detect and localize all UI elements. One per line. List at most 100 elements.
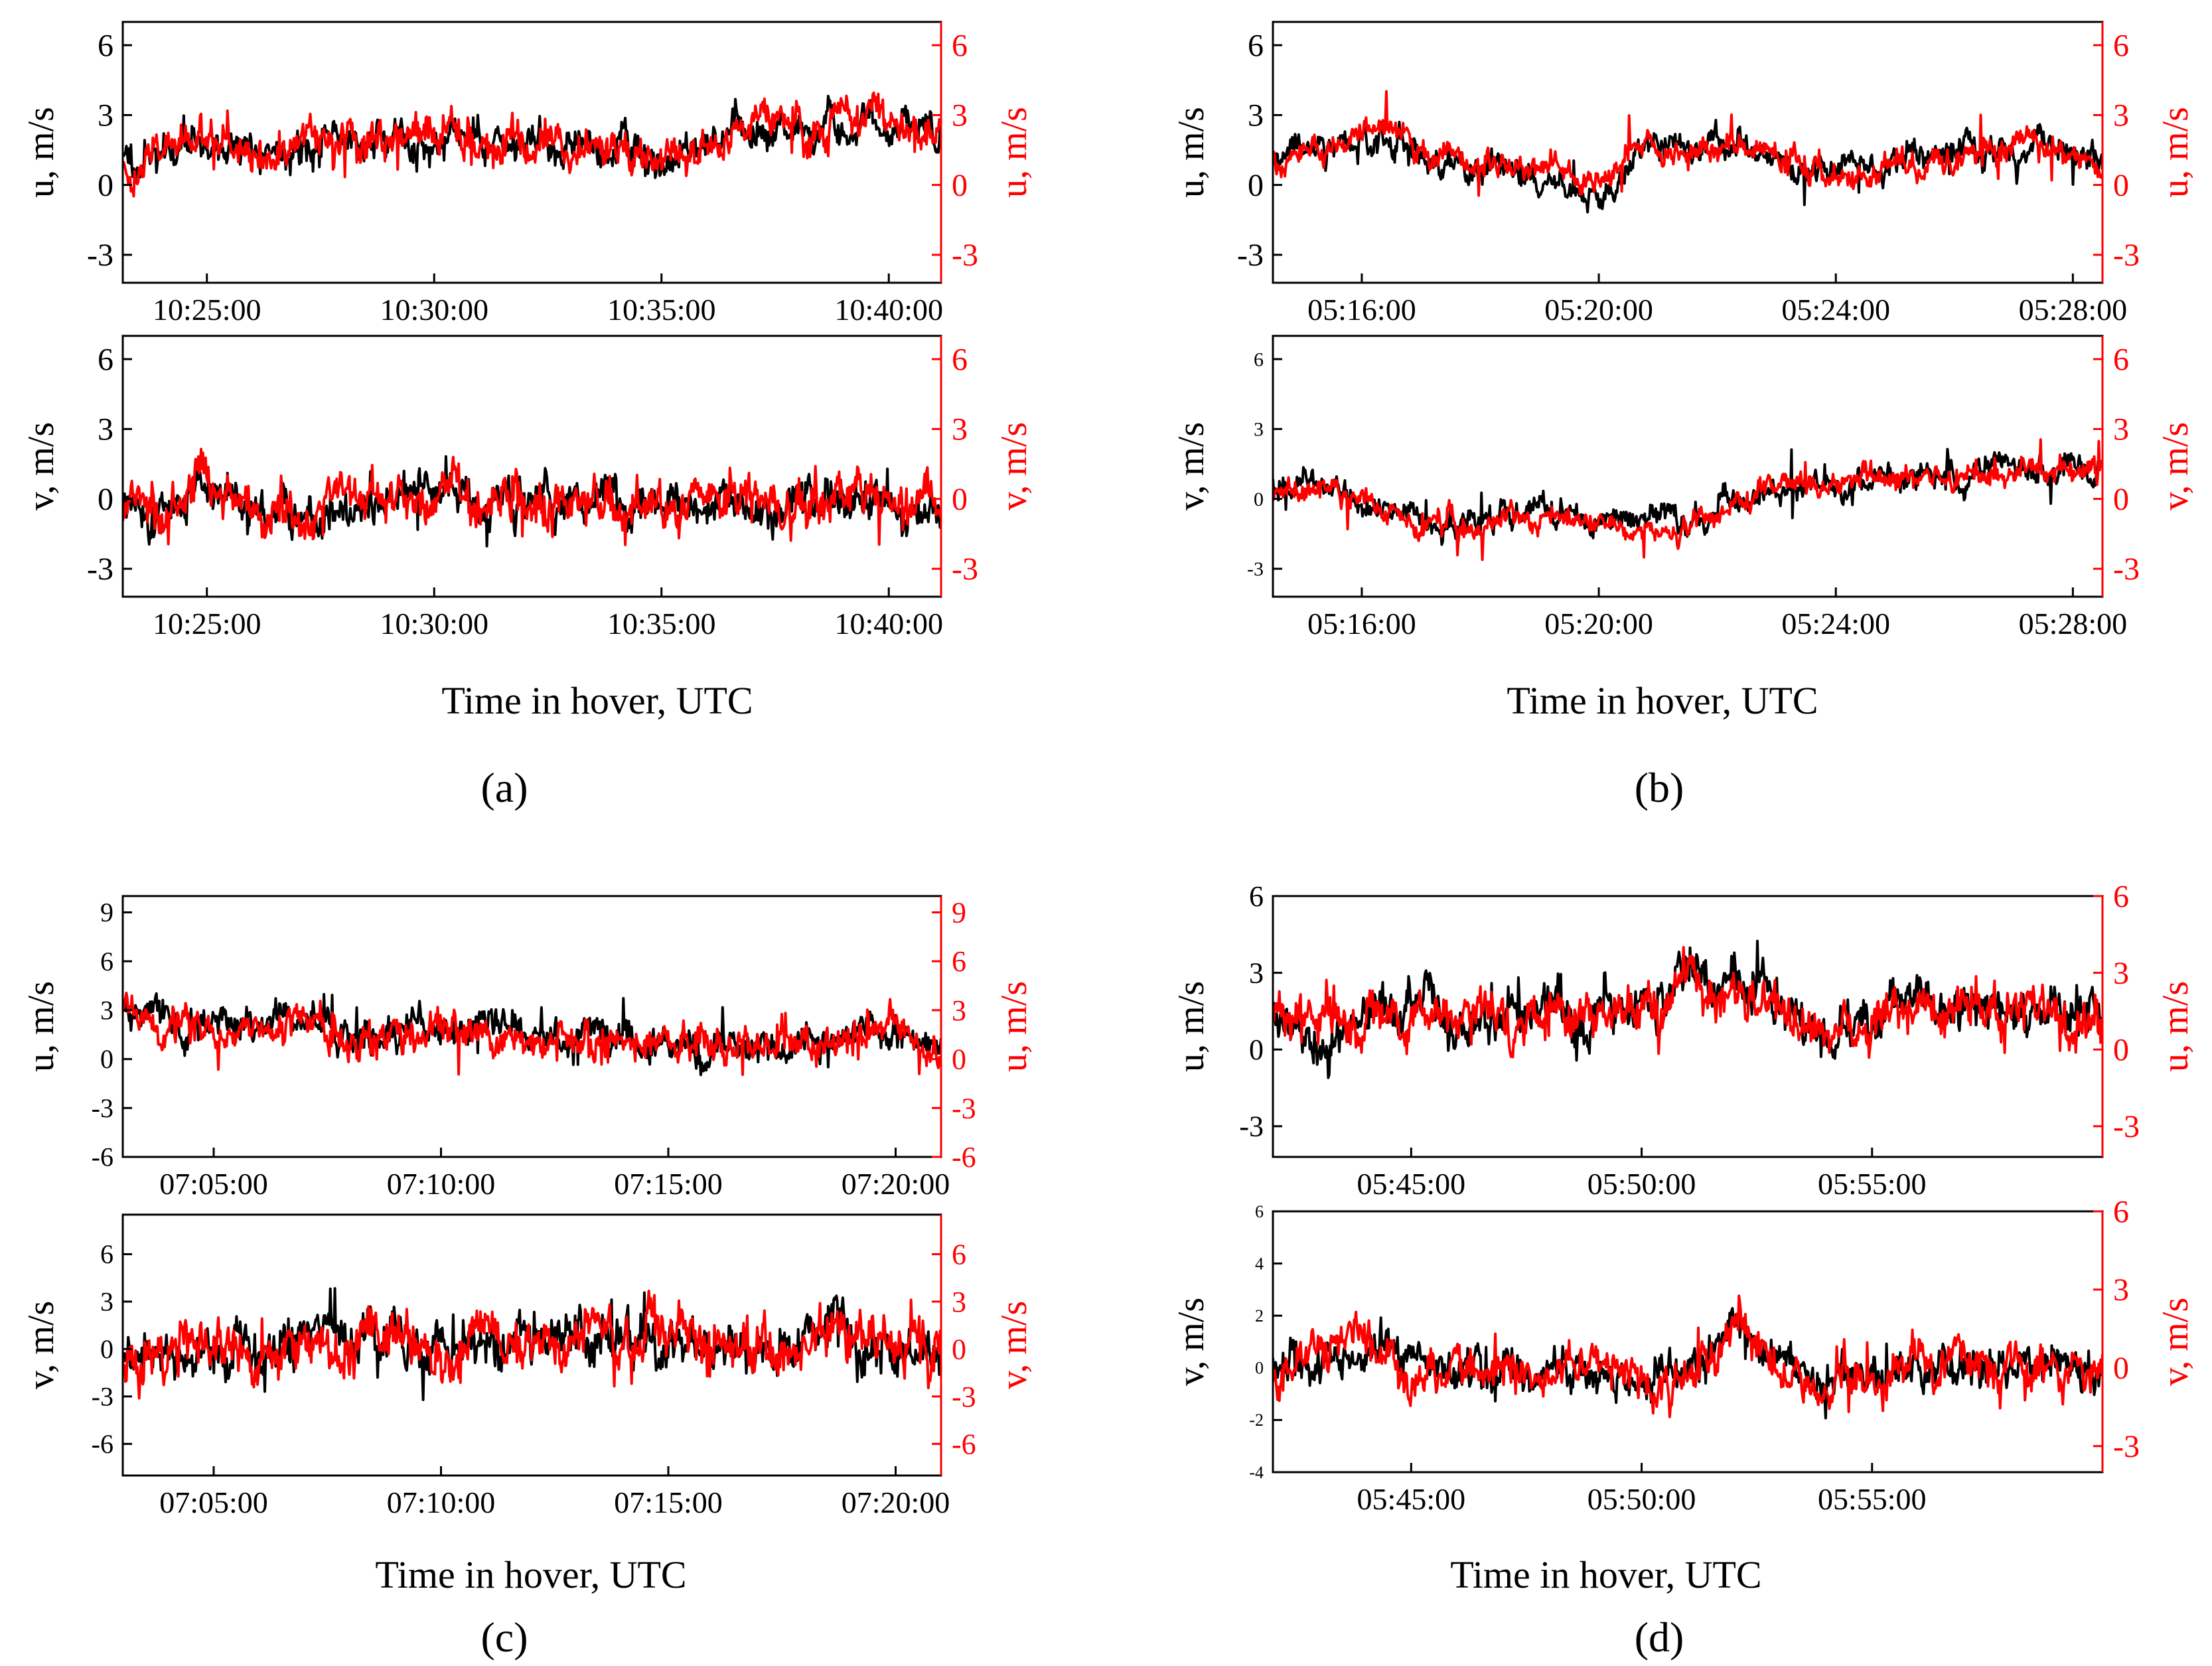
x-tick-label: 07:05:00 [159, 1167, 268, 1201]
y-tick-label-left: -3 [1237, 238, 1264, 273]
x-tick-label: 05:24:00 [1781, 607, 1890, 641]
y-tick-label-right: -3 [2113, 238, 2140, 273]
y-tick-label-right: -3 [952, 1092, 976, 1124]
series-line-red [123, 447, 941, 546]
series-line-red [1273, 90, 2102, 197]
x-tick-label: 05:50:00 [1587, 1167, 1696, 1201]
y-axis-label-right: v, m/s [2155, 1298, 2196, 1386]
y-axis-label-left: u, m/s [21, 107, 62, 198]
x-tick-label: 07:15:00 [614, 1485, 723, 1519]
x-tick-label: 05:45:00 [1357, 1167, 1466, 1201]
y-tick-label-right: -3 [2113, 552, 2140, 587]
y-axis-label-left: v, m/s [1171, 1298, 1212, 1386]
y-tick-label-right: 3 [952, 994, 966, 1027]
y-tick-label-right: -3 [952, 238, 978, 273]
y-tick-label-left: -3 [92, 1382, 113, 1412]
panel-b: -3 0 3 6 -3 0 3 6 05:16:00 05:20:00 05:24:00 05:28:… [1171, 21, 2196, 811]
panel-label-a: (a) [480, 764, 528, 811]
series-line-red [123, 992, 941, 1077]
y-axis-label-left: v, m/s [21, 422, 62, 510]
y-tick-label-left: 6 [1255, 1202, 1264, 1221]
y-tick-label-left: 6 [1249, 880, 1264, 913]
x-tick-label: 05:24:00 [1781, 293, 1890, 327]
panel-label-d: (d) [1635, 1614, 1684, 1661]
y-tick-label-right: 3 [952, 1286, 966, 1318]
y-tick-label-left: 3 [98, 412, 113, 447]
y-tick-label-right: 6 [952, 945, 966, 978]
y-tick-label-left: 6 [1254, 348, 1264, 370]
x-axis-title-a: Time in hover, UTC [441, 679, 753, 722]
y-tick-label-left: 6 [100, 947, 113, 976]
x-axis-title-d: Time in hover, UTC [1450, 1553, 1761, 1596]
y-tick-label-right: 3 [952, 98, 968, 133]
series-line-red [1273, 1294, 2102, 1418]
x-tick-label: 10:35:00 [607, 293, 716, 327]
plot-d-u: -3 0 3 6 -3 0 3 6 05:45:00 05:50:00 05:55:00 u, m/s… [1171, 879, 2196, 1201]
plot-c-v: -6 -3 0 3 6 -6 -3 0 3 6 07:05:00 07:10:00 07:15:00 07… [21, 1213, 1035, 1519]
x-tick-label: 05:28:00 [2019, 293, 2128, 327]
y-tick-label-left: -4 [1249, 1463, 1264, 1482]
y-axis-label-right: u, m/s [994, 981, 1035, 1072]
y-tick-label-right: 6 [2113, 1194, 2129, 1229]
y-tick-label-left: 3 [100, 996, 113, 1025]
plot-a-u: -3 0 3 6 -3 0 3 6 10:25:00 10:30:00 10:35:00 10:40:… [21, 21, 1035, 327]
x-tick-label: 07:20:00 [842, 1485, 950, 1519]
y-tick-label-left: -6 [92, 1429, 113, 1459]
y-tick-label-right: 0 [952, 168, 968, 203]
y-tick-label-left: 0 [1254, 489, 1264, 510]
y-axis-label-right: u, m/s [994, 107, 1035, 198]
y-tick-label-left: 0 [98, 168, 113, 203]
panel-c: -6 -3 0 3 6 9 -6 -3 0 3 6 9 07:05:00 07:10:00 07:15:00… [21, 895, 1035, 1661]
series-line-red [1273, 946, 2102, 1059]
y-tick-label-right: 9 [952, 897, 966, 929]
y-tick-label-left: 2 [1255, 1306, 1264, 1325]
y-tick-label-left: -3 [87, 552, 113, 587]
y-tick-label-right: 6 [952, 342, 968, 377]
y-tick-label-left: 9 [100, 897, 113, 927]
plot-d-v: -4 -2 0 2 4 6 -3 0 3 6 05:45:00 05:50:00 05:55:00 v, … [1171, 1194, 2196, 1516]
panel-label-b: (b) [1635, 764, 1684, 811]
y-tick-label-right: 6 [2113, 879, 2129, 914]
x-tick-label: 10:30:00 [380, 607, 488, 641]
y-tick-label-right: -3 [952, 1381, 976, 1413]
y-tick-label-right: -6 [952, 1428, 976, 1460]
y-tick-label-left: 3 [1254, 419, 1264, 441]
y-tick-label-right: 0 [952, 1043, 966, 1076]
y-axis-label-left: u, m/s [21, 981, 62, 1072]
y-tick-label-left: -3 [87, 238, 113, 273]
y-tick-label-right: 6 [952, 1239, 966, 1271]
y-axis-label-right: u, m/s [2155, 107, 2196, 198]
x-tick-label: 05:55:00 [1818, 1167, 1927, 1201]
x-tick-label: 05:16:00 [1307, 607, 1416, 641]
y-tick-label-left: 3 [98, 98, 113, 133]
y-tick-label-left: 0 [1248, 168, 1264, 203]
series-line-red [123, 1290, 941, 1400]
y-tick-label-left: 0 [100, 1044, 113, 1074]
x-axis-title-b: Time in hover, UTC [1507, 679, 1818, 722]
y-tick-label-left: 6 [98, 28, 113, 63]
y-axis-label-left: v, m/s [1171, 422, 1212, 510]
y-tick-label-left: -3 [1239, 1110, 1264, 1143]
y-tick-label-right: -3 [2113, 1109, 2140, 1144]
y-tick-label-right: 0 [2113, 482, 2129, 517]
y-tick-label-left: -3 [92, 1093, 113, 1123]
y-tick-label-right: 0 [2113, 168, 2129, 203]
x-tick-label: 05:16:00 [1307, 293, 1416, 327]
x-tick-label: 07:10:00 [387, 1485, 496, 1519]
y-tick-label-left: 6 [1248, 28, 1264, 63]
x-tick-label: 05:45:00 [1357, 1482, 1466, 1516]
x-tick-label: 10:25:00 [153, 293, 261, 327]
y-tick-label-right: 0 [2113, 1032, 2129, 1067]
series-line-red [123, 91, 941, 198]
x-tick-label: 10:25:00 [153, 607, 261, 641]
y-tick-label-left: 3 [1249, 957, 1264, 990]
series-line-black [1273, 1307, 2102, 1420]
y-tick-label-left: 4 [1255, 1254, 1264, 1273]
y-axis-label-left: u, m/s [1171, 981, 1212, 1072]
plot-c-u: -6 -3 0 3 6 9 -6 -3 0 3 6 9 07:05:00 07:10:00 07:15:00… [21, 895, 1035, 1201]
x-tick-label: 05:28:00 [2019, 607, 2128, 641]
y-tick-label-left: -3 [1247, 558, 1264, 580]
y-tick-label-left: 3 [1248, 98, 1264, 133]
